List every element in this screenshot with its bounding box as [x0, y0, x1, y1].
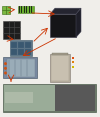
- Circle shape: [5, 63, 6, 64]
- Bar: [18, 6, 34, 13]
- Bar: [25, 42, 31, 48]
- Bar: [50, 54, 70, 82]
- Bar: [10, 40, 32, 56]
- Bar: [72, 57, 74, 58]
- Polygon shape: [76, 8, 81, 37]
- Bar: [52, 53, 68, 55]
- Bar: [2, 6, 6, 10]
- Bar: [55, 85, 95, 111]
- Bar: [51, 55, 69, 81]
- Bar: [6, 10, 10, 14]
- Bar: [72, 61, 74, 63]
- Polygon shape: [50, 8, 81, 14]
- Bar: [72, 66, 74, 68]
- Bar: [2, 10, 6, 14]
- Circle shape: [5, 72, 6, 74]
- Bar: [11, 42, 17, 48]
- Bar: [3, 84, 96, 112]
- Bar: [11, 49, 17, 55]
- Bar: [25, 49, 31, 55]
- Bar: [18, 42, 24, 48]
- Bar: [3, 57, 37, 78]
- Bar: [6, 6, 10, 10]
- Bar: [7, 58, 35, 77]
- Bar: [4, 85, 55, 111]
- Bar: [5, 92, 33, 103]
- Bar: [3, 21, 20, 39]
- Circle shape: [5, 68, 6, 69]
- Bar: [50, 14, 76, 37]
- Bar: [18, 49, 24, 55]
